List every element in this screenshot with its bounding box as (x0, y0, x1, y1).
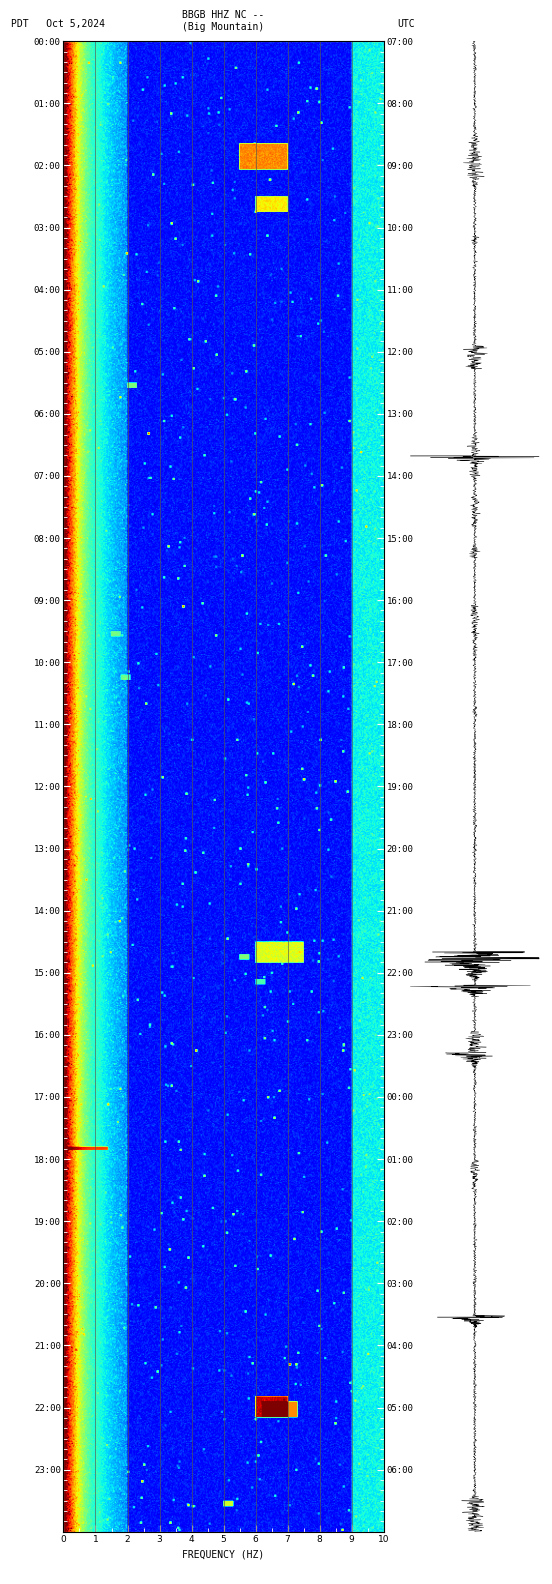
X-axis label: FREQUENCY (HZ): FREQUENCY (HZ) (182, 1549, 265, 1559)
Text: (Big Mountain): (Big Mountain) (182, 22, 265, 32)
Text: PDT   Oct 5,2024: PDT Oct 5,2024 (11, 19, 105, 29)
Text: UTC: UTC (397, 19, 415, 29)
Text: BBGB HHZ NC --: BBGB HHZ NC -- (182, 10, 265, 19)
